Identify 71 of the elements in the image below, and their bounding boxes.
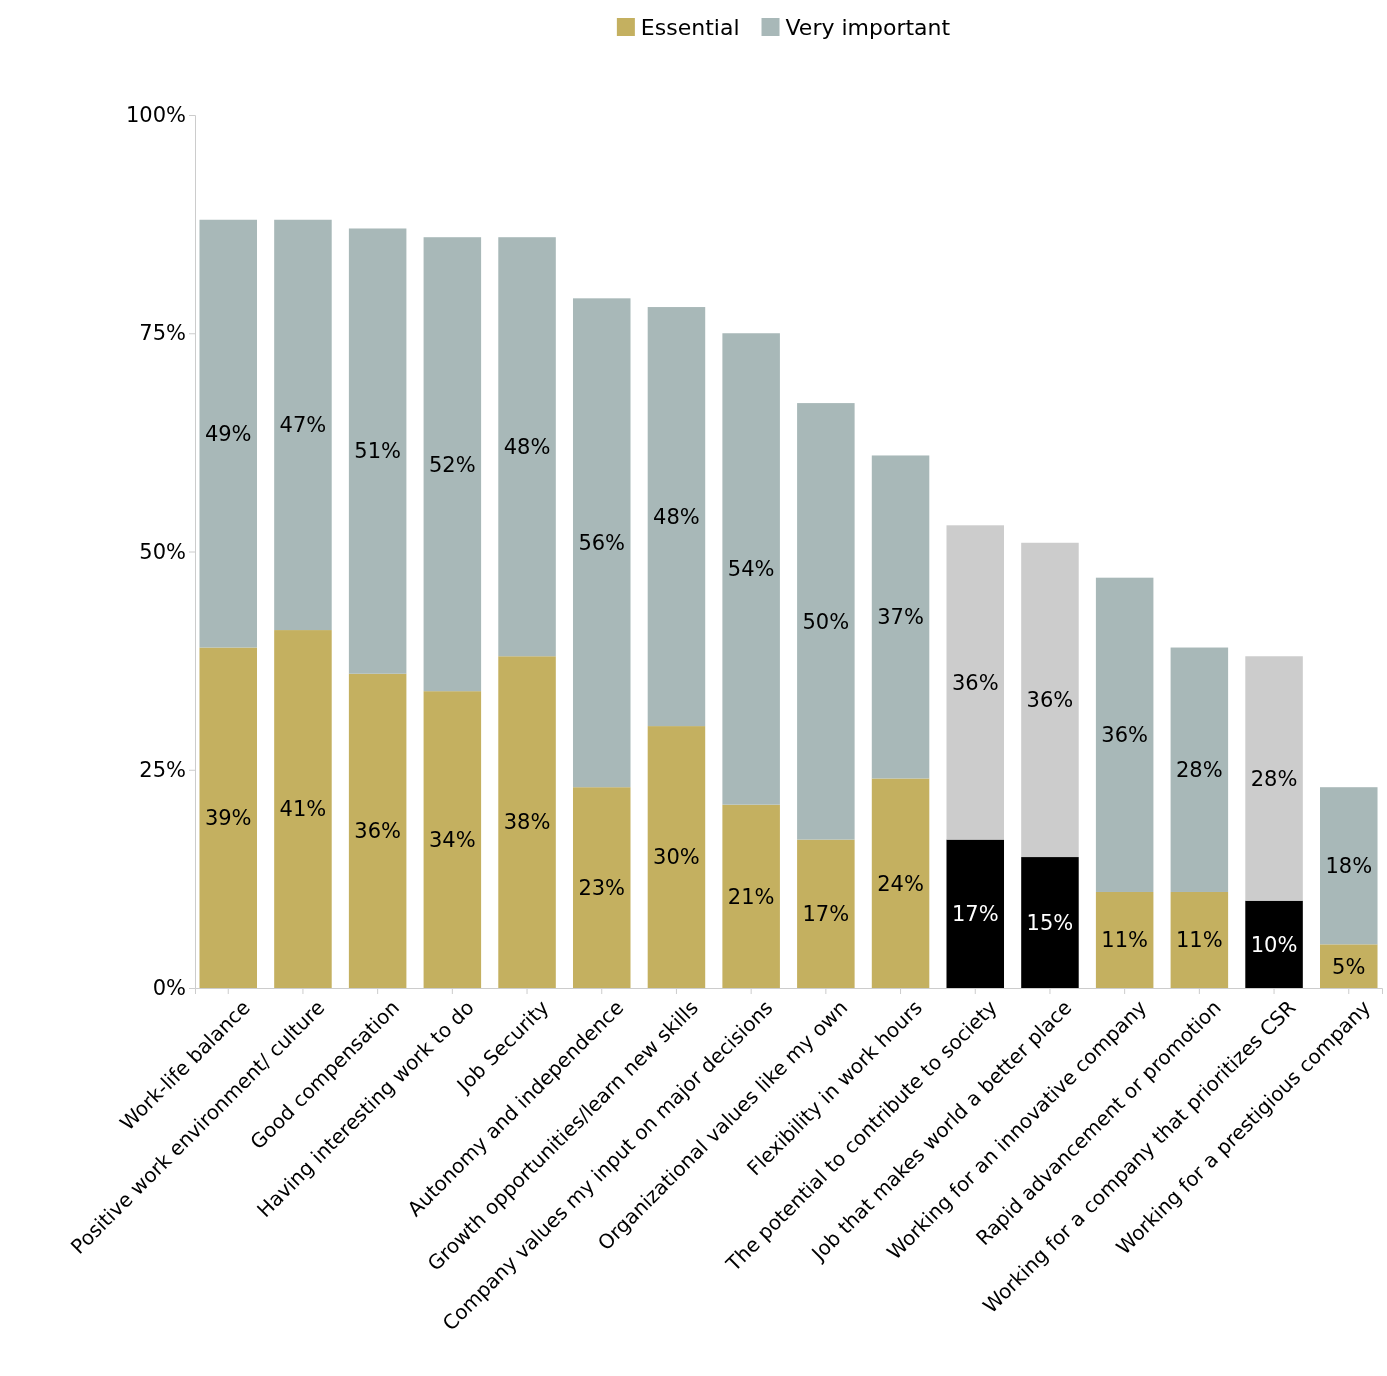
data-label: 38% <box>503 810 551 835</box>
data-label: 49% <box>204 421 252 446</box>
bar <box>871 455 930 779</box>
bar <box>1021 542 1079 858</box>
data-label: 28% <box>1250 766 1298 791</box>
data-label: 37% <box>877 605 924 630</box>
bar <box>1095 891 1154 988</box>
data-label: 34% <box>429 827 476 852</box>
data-label: 50% <box>802 609 850 634</box>
data-label: 5% <box>1332 954 1366 979</box>
bar <box>1021 857 1079 988</box>
bar <box>199 647 257 988</box>
data-label: 39% <box>204 806 252 831</box>
data-label: 18% <box>1325 854 1373 879</box>
data-label: 36% <box>1026 688 1074 713</box>
y-tick-label: 50% <box>139 539 186 564</box>
data-label: 24% <box>877 871 924 896</box>
data-label: 56% <box>578 531 626 556</box>
bar <box>274 630 332 988</box>
bar <box>647 307 706 727</box>
bar <box>871 778 930 988</box>
bar <box>498 656 556 988</box>
data-label: 30% <box>653 845 700 870</box>
data-label: 28% <box>1176 758 1223 783</box>
y-tick-label: 75% <box>139 321 186 346</box>
bar <box>722 333 780 805</box>
data-label: 17% <box>802 902 850 927</box>
bar <box>1320 944 1378 988</box>
bar <box>423 691 482 988</box>
y-tick-label: 100% <box>125 103 186 128</box>
data-label: 54% <box>727 557 775 582</box>
bar <box>348 228 407 674</box>
data-label: 47% <box>279 413 327 438</box>
bar <box>797 839 855 988</box>
bar <box>797 403 855 840</box>
data-label: 36% <box>951 670 999 695</box>
bar <box>498 237 556 657</box>
bar <box>946 525 1005 840</box>
bar <box>1245 656 1303 901</box>
legend-label: Very important <box>785 14 951 40</box>
bar <box>572 787 631 988</box>
bar <box>1245 900 1303 988</box>
bar <box>1320 787 1378 945</box>
bar <box>946 839 1005 988</box>
bar <box>348 673 407 988</box>
legend-label: Essential <box>640 14 740 40</box>
data-label: 41% <box>279 797 327 822</box>
bar <box>647 726 706 988</box>
data-label: 48% <box>653 504 700 529</box>
y-tick-label: 25% <box>139 757 186 782</box>
bar <box>722 804 780 988</box>
data-label: 11% <box>1176 928 1223 953</box>
data-label: 15% <box>1026 910 1074 935</box>
data-label: 21% <box>727 884 775 909</box>
data-label: 48% <box>503 435 551 460</box>
bar <box>1170 891 1229 988</box>
bar <box>1170 647 1229 892</box>
bar <box>572 298 631 788</box>
data-label: 36% <box>1101 723 1148 748</box>
data-label: 36% <box>354 819 401 844</box>
data-label: 51% <box>354 439 401 464</box>
data-label: 23% <box>578 875 626 900</box>
data-label: 11% <box>1101 928 1148 953</box>
data-label: 17% <box>951 902 999 927</box>
bar <box>199 219 257 648</box>
data-label: 10% <box>1250 932 1298 957</box>
bar <box>1095 577 1154 892</box>
data-label: 52% <box>429 452 476 477</box>
y-tick-label: 0% <box>152 976 186 1001</box>
bar <box>423 237 482 692</box>
bar <box>274 219 332 631</box>
